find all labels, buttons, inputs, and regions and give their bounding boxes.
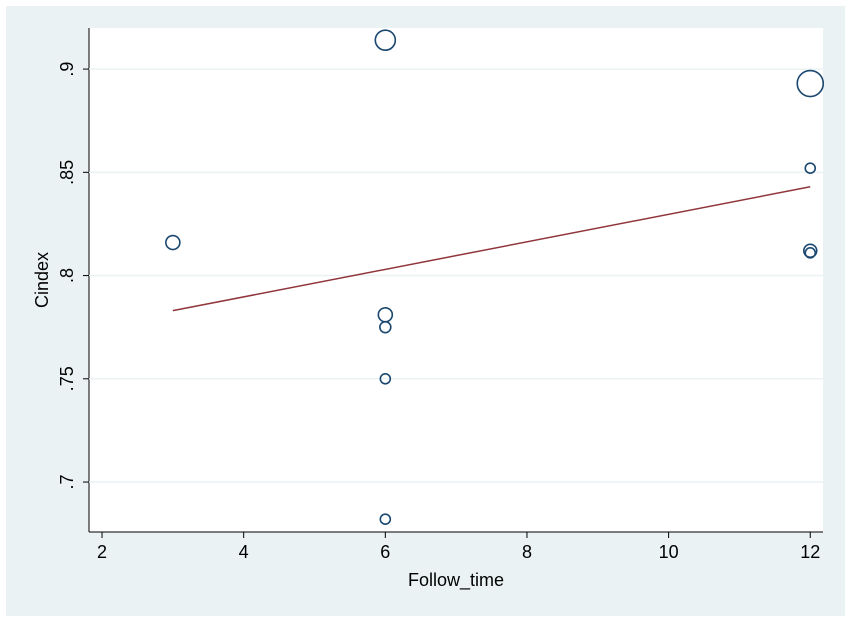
y-axis-label: Cindex — [32, 252, 52, 308]
bubble — [374, 29, 397, 51]
x-axis-label: Follow_time — [408, 570, 504, 591]
bubble — [796, 69, 825, 98]
plot-area — [89, 28, 823, 532]
fit-line — [172, 186, 811, 312]
y-tick-label: .7 — [57, 475, 77, 490]
y-tick-label: .9 — [57, 62, 77, 77]
x-tick-label: 6 — [380, 542, 390, 562]
bubble — [379, 513, 392, 525]
x-tick-label: 4 — [239, 542, 249, 562]
x-tick-label: 10 — [659, 542, 679, 562]
x-tick-label: 2 — [97, 542, 107, 562]
bubble — [165, 234, 181, 251]
bubble — [379, 372, 392, 385]
y-tick-label: .75 — [57, 366, 77, 391]
y-tick-label: .85 — [57, 160, 77, 185]
x-tick-label: 12 — [800, 542, 820, 562]
y-tick-label: .8 — [57, 268, 77, 283]
bubble — [804, 162, 817, 174]
bubble — [804, 247, 817, 259]
bubble — [379, 320, 392, 334]
x-tick-label: 8 — [522, 542, 532, 562]
